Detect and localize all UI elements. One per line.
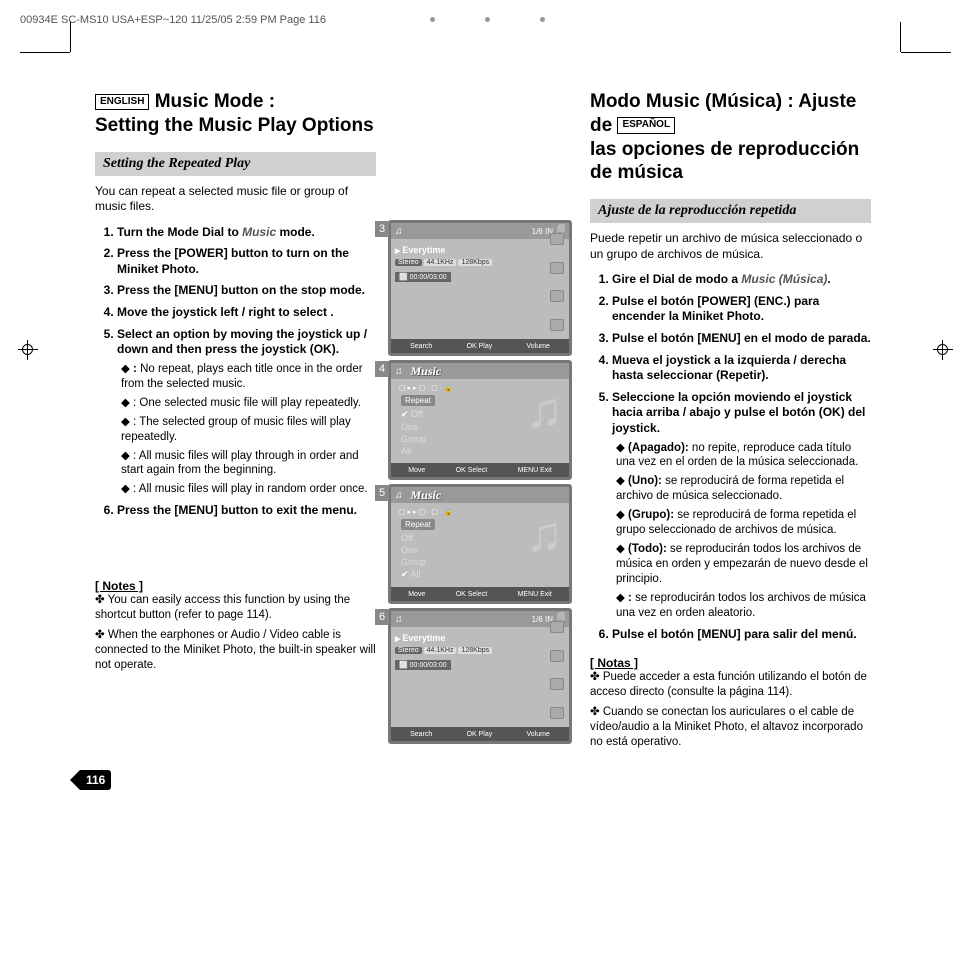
device-shot: 5 ♫Music ♫ ▢ ▸ ▸ ▢ · ▢ · 🔒 Repeat OffOne… bbox=[388, 484, 572, 604]
crop-mark bbox=[900, 22, 901, 52]
notes-head-en: [ Notes ] bbox=[95, 579, 376, 593]
step-sub-item: : All music files will play in random or… bbox=[121, 482, 376, 497]
shot-number: 6 bbox=[375, 609, 389, 625]
device-shot: 6 ♫1/6 IN🗐 Everytime Stereo44.1KHz128Kbp… bbox=[388, 608, 572, 744]
note-item: You can easily access this function by u… bbox=[95, 593, 376, 623]
crop-mark bbox=[901, 52, 951, 53]
notes-head-es: [ Notas ] bbox=[590, 656, 871, 670]
step-item: Press the [POWER] button to turn on the … bbox=[117, 246, 376, 277]
lang-badge-es: ESPAÑOL bbox=[617, 117, 675, 134]
step-item: Mueva el joystick a la izquierda / derec… bbox=[612, 353, 871, 384]
step-sub-item: : se reproducirán todos los archivos de … bbox=[616, 591, 871, 621]
step-item: Pulse el botón [MENU] en el modo de para… bbox=[612, 331, 871, 347]
step-item: Press the [MENU] button to exit the menu… bbox=[117, 503, 376, 519]
device-shot: 3 ♫1/6 IN🗐 Everytime Stereo44.1KHz128Kbp… bbox=[388, 220, 572, 356]
step-sub-item: : One selected music file will play repe… bbox=[121, 396, 376, 411]
notes-es: Puede acceder a esta función utilizando … bbox=[590, 670, 871, 750]
step-item: Seleccione la opción moviendo el joystic… bbox=[612, 390, 871, 621]
step-sub-item: (Uno): se reproducirá de forma repetida … bbox=[616, 474, 871, 504]
step-item: Pulse el botón [MENU] para salir del men… bbox=[612, 627, 871, 643]
crop-mark bbox=[70, 22, 71, 52]
device-shot: 4 ♫Music ♫ ▢ ▸ ▸ ▢ · ▢ · 🔒 Repeat OffOne… bbox=[388, 360, 572, 480]
step-item: Gire el Dial de modo a Music (Música). bbox=[612, 272, 871, 288]
main-title-es: Modo Music (Música) : Ajuste de ESPAÑOL … bbox=[590, 90, 871, 185]
note-item: Puede acceder a esta función utilizando … bbox=[590, 670, 871, 700]
step-item: Move the joystick left / right to select… bbox=[117, 305, 376, 321]
shot-number: 5 bbox=[375, 485, 389, 501]
step-item: Pulse el botón [POWER] (ENC.) para encen… bbox=[612, 294, 871, 325]
center-screenshots: 3 ♫1/6 IN🗐 Everytime Stereo44.1KHz128Kbp… bbox=[388, 220, 578, 755]
steps-es: Gire el Dial de modo a Music (Música). Pu… bbox=[590, 272, 871, 642]
step-sub-item: (Grupo): se reproducirá de forma repetid… bbox=[616, 508, 871, 538]
steps-en: Turn the Mode Dial to Music mode. Press t… bbox=[95, 225, 376, 519]
right-column: Modo Music (Música) : Ajuste de ESPAÑOL … bbox=[590, 90, 871, 755]
intro-en: You can repeat a selected music file or … bbox=[95, 184, 376, 215]
step-sub-item: : No repeat, plays each title once in th… bbox=[121, 362, 376, 392]
crop-mark bbox=[20, 52, 70, 53]
notes-en: You can easily access this function by u… bbox=[95, 593, 376, 673]
print-header: 00934E SC-MS10 USA+ESP~120 11/25/05 2:59… bbox=[20, 14, 326, 26]
note-item: Cuando se conectan los auriculares o el … bbox=[590, 705, 871, 750]
page-number: 116 bbox=[80, 770, 111, 790]
shot-number: 4 bbox=[375, 361, 389, 377]
step-sub-item: (Apagado): no repite, reproduce cada tít… bbox=[616, 441, 871, 471]
main-title-en: ENGLISH Music Mode : Setting the Music P… bbox=[95, 90, 376, 138]
step-sub-item: (Todo): se reproducirán todos los archiv… bbox=[616, 542, 871, 587]
left-column: ENGLISH Music Mode : Setting the Music P… bbox=[95, 90, 376, 755]
step-item: Select an option by moving the joystick … bbox=[117, 327, 376, 498]
lang-badge-en: ENGLISH bbox=[95, 94, 149, 111]
section-bar-en: Setting the Repeated Play bbox=[95, 152, 376, 176]
step-item: Turn the Mode Dial to Music mode. bbox=[117, 225, 376, 241]
step-item: Press the [MENU] button on the stop mode… bbox=[117, 283, 376, 299]
step-sub-item: : The selected group of music files will… bbox=[121, 415, 376, 445]
step-sub-item: : All music files will play through in o… bbox=[121, 449, 376, 479]
intro-es: Puede repetir un archivo de música selec… bbox=[590, 231, 871, 262]
shot-number: 3 bbox=[375, 221, 389, 237]
note-item: When the earphones or Audio / Video cabl… bbox=[95, 628, 376, 673]
section-bar-es: Ajuste de la reproducción repetida bbox=[590, 199, 871, 223]
